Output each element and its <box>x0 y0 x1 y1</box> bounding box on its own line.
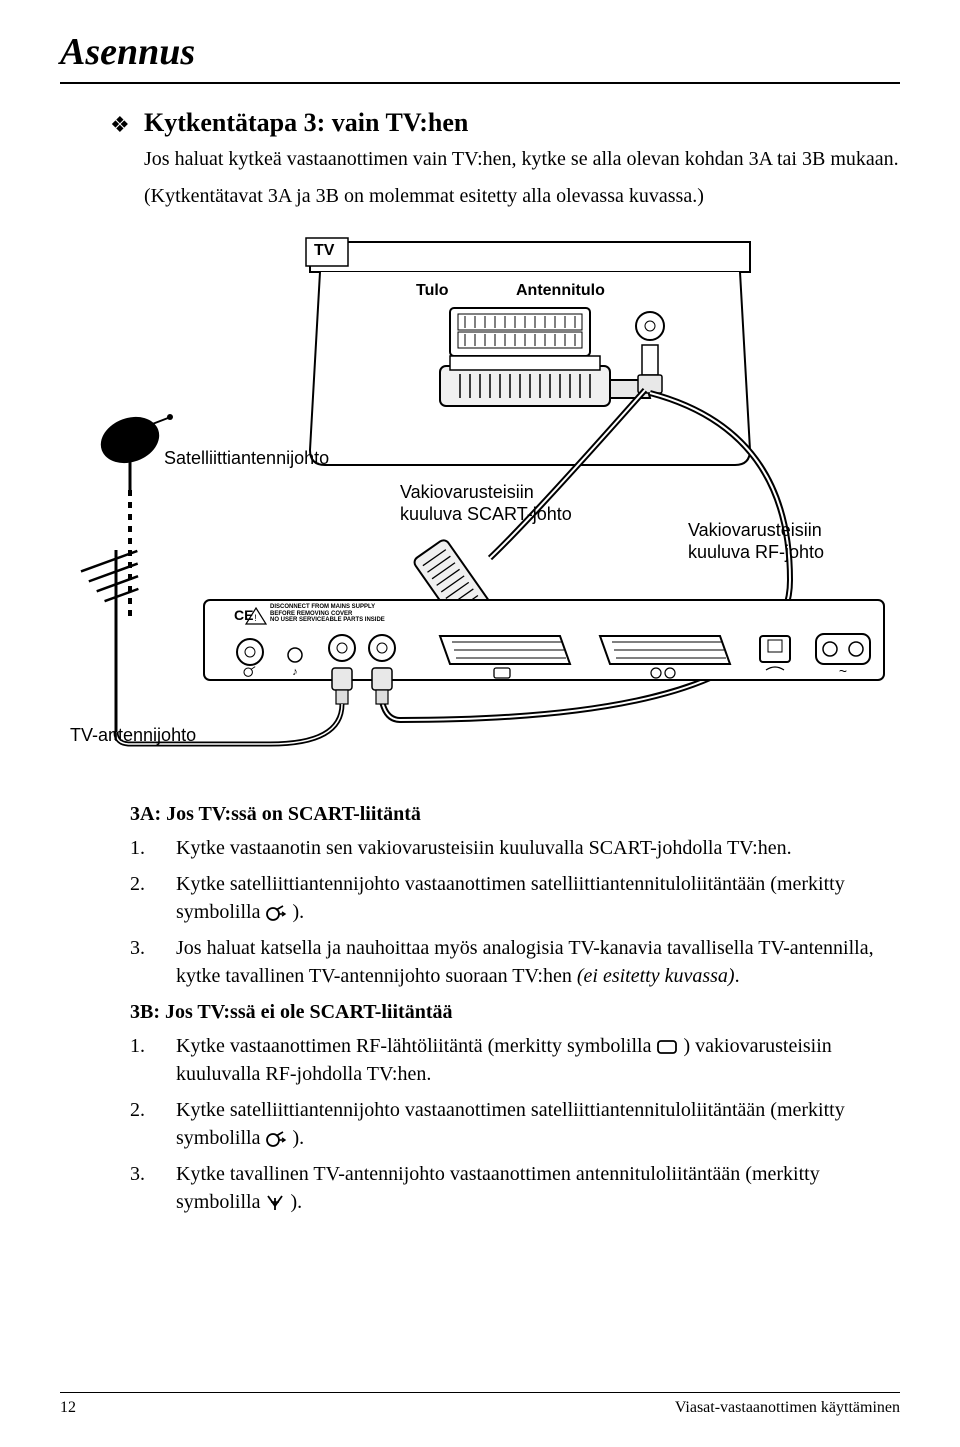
item-text: Kytke tavallinen TV-antennijohto vastaan… <box>176 1160 880 1216</box>
dish-icon <box>265 1130 287 1148</box>
item-number: 2. <box>130 870 176 926</box>
item-3a-3: 3. Jos haluat katsella ja nauhoittaa myö… <box>130 934 880 990</box>
item-text: Kytke vastaanottimen RF-lähtöliitäntä (m… <box>176 1032 880 1088</box>
diagram-label-antennitulo: Antennitulo <box>516 282 605 300</box>
item-3b-3: 3. Kytke tavallinen TV-antennijohto vast… <box>130 1160 880 1216</box>
intro-paragraph-2: (Kytkentätavat 3A ja 3B on molemmat esit… <box>144 183 900 210</box>
item-3a-1: 1. Kytke vastaanotin sen vakiovarusteisi… <box>130 834 880 862</box>
diagram-label-tulo: Tulo <box>416 282 449 300</box>
warning-line-2: BEFORE REMOVING COVER <box>270 611 385 618</box>
intro-paragraph-1: Jos haluat kytkeä vastaanottimen vain TV… <box>144 146 900 173</box>
connection-diagram: CE ! ♪ <box>70 220 890 780</box>
item-3b-2: 2. Kytke satelliittiantennijohto vastaan… <box>130 1096 880 1152</box>
bullet-icon: ❖ <box>110 112 134 138</box>
diagram-label-rf-cable: Vakiovarusteisiin kuuluva RF-johto <box>688 520 858 563</box>
svg-text:CE: CE <box>234 607 253 623</box>
diagram-label-sat-cable: Satelliittiantennijohto <box>164 448 329 469</box>
tvout-icon <box>656 1039 678 1055</box>
page-title: Asennus <box>60 30 900 84</box>
item-number: 3. <box>130 934 176 990</box>
svg-text:!: ! <box>254 613 257 623</box>
svg-text:~: ~ <box>839 663 847 679</box>
dish-icon <box>265 904 287 922</box>
item-text: Kytke vastaanotin sen vakiovarusteisiin … <box>176 834 880 862</box>
antenna-icon <box>265 1194 285 1212</box>
diagram-label-scart-cable: Vakiovarusteisiin kuuluva SCART-johto <box>400 482 580 525</box>
warning-line-3: NO USER SERVICEABLE PARTS INSIDE <box>270 617 385 624</box>
item-text: Kytke satelliittiantennijohto vastaanott… <box>176 870 880 926</box>
footer-text: Viasat-vastaanottimen käyttäminen <box>675 1399 900 1417</box>
item-3b-1: 1. Kytke vastaanottimen RF-lähtöliitäntä… <box>130 1032 880 1088</box>
heading-3a: 3A: Jos TV:ssä on SCART-liitäntä <box>130 800 880 828</box>
diagram-label-tv-antenna-cable: TV-antennijohto <box>70 725 196 746</box>
warning-line-1: DISCONNECT FROM MAINS SUPPLY <box>270 604 385 611</box>
heading-3b: 3B: Jos TV:ssä ei ole SCART-liitäntää <box>130 998 880 1026</box>
diagram-label-tv: TV <box>314 242 334 260</box>
item-text: Kytke satelliittiantennijohto vastaanott… <box>176 1096 880 1152</box>
item-text: Jos haluat katsella ja nauhoittaa myös a… <box>176 934 880 990</box>
item-number: 3. <box>130 1160 176 1216</box>
item-3a-2: 2. Kytke satelliittiantennijohto vastaan… <box>130 870 880 926</box>
item-number: 2. <box>130 1096 176 1152</box>
item-number: 1. <box>130 834 176 862</box>
section-heading: Kytkentätapa 3: vain TV:hen <box>144 108 468 138</box>
item-number: 1. <box>130 1032 176 1088</box>
svg-text:♪: ♪ <box>292 666 298 678</box>
page-number: 12 <box>60 1399 76 1417</box>
